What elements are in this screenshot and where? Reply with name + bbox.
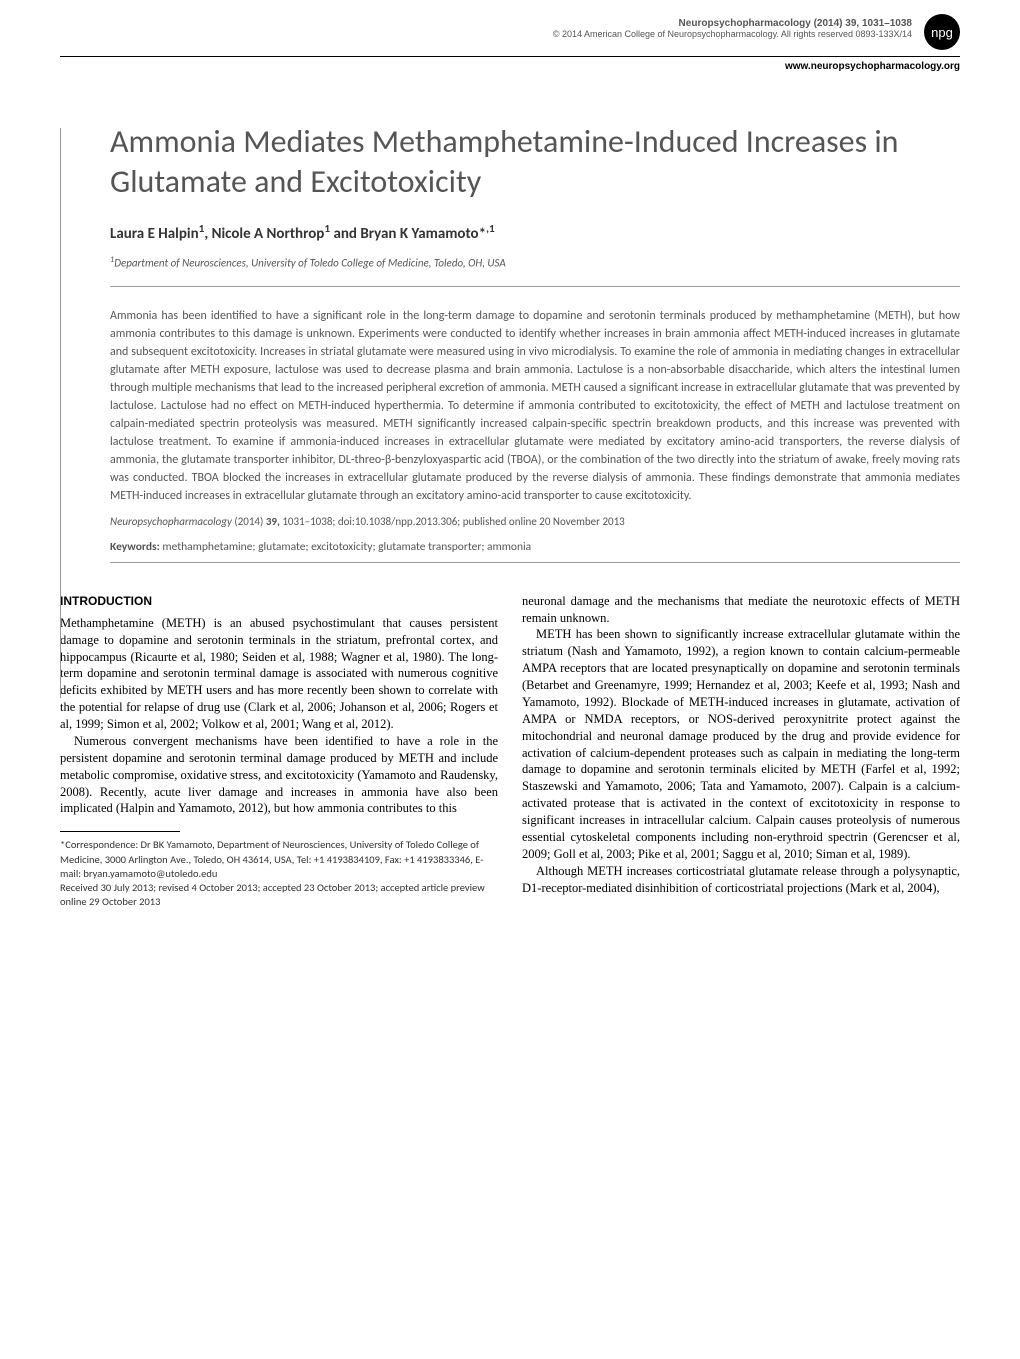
left-column: INTRODUCTION Methamphetamine (METH) is a… — [60, 593, 498, 910]
header-right: Neuropsychopharmacology (2014) 39, 1031–… — [553, 18, 960, 50]
introduction-heading: INTRODUCTION — [60, 593, 498, 609]
body-paragraph: METH has been shown to significantly inc… — [522, 626, 960, 862]
affiliation: 1Department of Neurosciences, University… — [110, 255, 960, 278]
abstract-text: Ammonia has been identified to have a si… — [110, 307, 960, 505]
citation-volume: 39, — [266, 515, 280, 528]
body-columns: INTRODUCTION Methamphetamine (METH) is a… — [0, 563, 1020, 910]
citation-journal: Neuropsychopharmacology — [110, 515, 232, 528]
abstract-bottom-rule — [110, 562, 960, 563]
body-paragraph: Numerous convergent mechanisms have been… — [60, 733, 498, 817]
body-paragraph: Although METH increases corticostriatal … — [522, 863, 960, 897]
copyright-line: © 2014 American College of Neuropsychoph… — [553, 29, 912, 39]
body-paragraph: Methamphetamine (METH) is an abused psyc… — [60, 615, 498, 733]
article-title: Ammonia Mediates Methamphetamine-Induced… — [0, 72, 1020, 222]
vertical-rule — [60, 128, 61, 698]
author-list: Laura E Halpin1, Nicole A Northrop1 and … — [110, 222, 960, 255]
footnote-rule — [60, 831, 180, 832]
page-header: Neuropsychopharmacology (2014) 39, 1031–… — [0, 0, 1020, 54]
received-footnote: Received 30 July 2013; revised 4 October… — [60, 881, 498, 909]
right-column: neuronal damage and the mechanisms that … — [522, 593, 960, 910]
citation-details: (2014) — [232, 515, 266, 528]
correspondence-footnote: *Correspondence: Dr BK Yamamoto, Departm… — [60, 838, 498, 881]
affiliation-divider — [110, 286, 960, 287]
keywords-text: methamphetamine; glutamate; excitotoxici… — [160, 540, 531, 554]
keywords-line: Keywords: methamphetamine; glutamate; ex… — [110, 540, 960, 554]
website-link[interactable]: www.neuropsychopharmacology.org — [0, 57, 1020, 72]
journal-reference: Neuropsychopharmacology (2014) 39, 1031–… — [553, 18, 912, 29]
citation-pages: 1031–1038; doi:10.1038/npp.2013.306; pub… — [280, 515, 625, 528]
body-paragraph: neuronal damage and the mechanisms that … — [522, 593, 960, 627]
keywords-label: Keywords: — [110, 540, 160, 554]
npg-badge-icon: npg — [924, 14, 960, 50]
citation-line: Neuropsychopharmacology (2014) 39, 1031–… — [110, 515, 960, 528]
